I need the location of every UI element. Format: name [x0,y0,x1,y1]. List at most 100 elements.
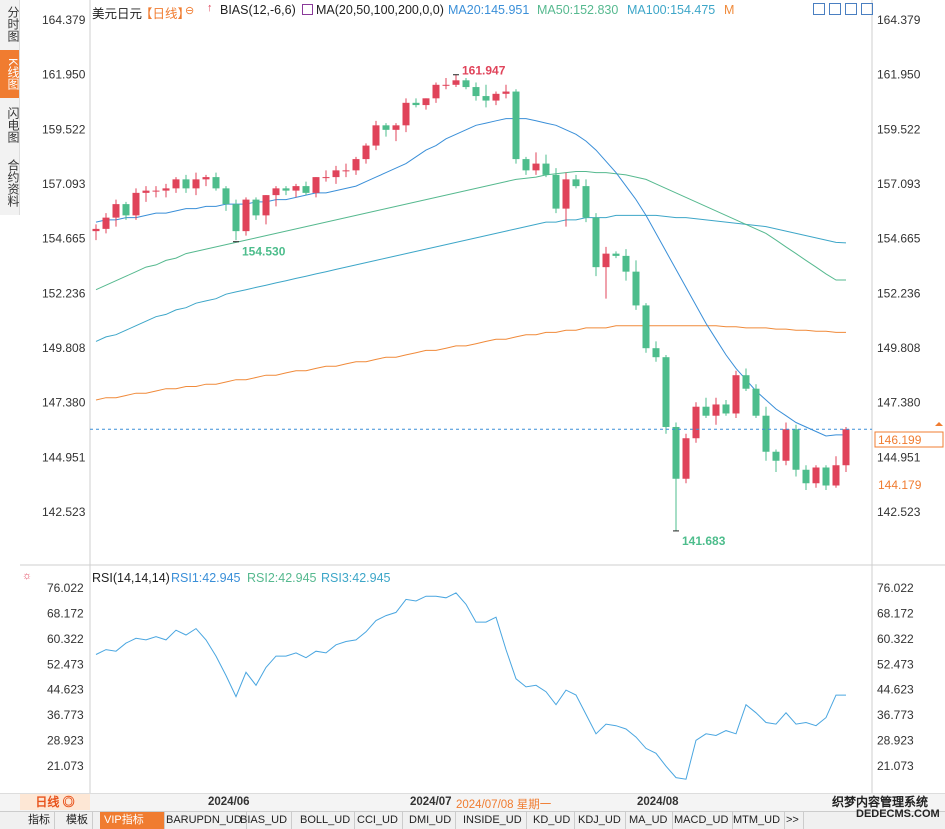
candle-body [692,406,700,439]
candle-body [612,253,620,256]
tab-kline[interactable]: K线图 [0,50,20,98]
fullscreen-icon[interactable] [861,3,873,15]
candle-body [822,467,830,486]
price-axis-label-left: 147.380 [42,396,86,410]
low-annotation-left: 154.530 [242,245,286,259]
price-axis-label-left: 144.951 [42,450,86,464]
price-axis-label-right: 152.236 [877,286,921,300]
candle-body [232,204,240,232]
ma-indicator-label[interactable]: MA(20,50,100,200,0,0) [316,3,444,17]
tab-flash-chart[interactable]: 闪电图 [6,107,20,143]
candle-body [352,159,360,171]
candle-body [152,190,160,192]
candle-body [772,451,780,461]
rsi-settings-icon[interactable]: ☼ [22,570,33,582]
tab-templates[interactable]: 模板 [62,812,93,829]
ma-toggle-icon[interactable] [302,4,313,15]
crosshair-icon[interactable] [813,3,825,15]
tab-barupdn[interactable]: BARUPDN_UD [162,812,247,829]
candle-body [172,179,180,189]
tab-cci[interactable]: CCI_UD [353,812,403,829]
high-annotation: 161.947 [462,64,506,78]
candle-body [122,204,130,216]
candle-body [512,91,520,160]
price-axis-label-left: 149.808 [42,341,86,355]
candle-body [502,91,510,94]
date-label-july: 2024/07 [410,796,452,808]
candle-body [682,438,690,479]
current-price-tag [874,431,944,448]
candle-body [572,179,580,187]
price-axis-label-left: 161.950 [42,68,86,82]
rsi-axis-label-left: 36.773 [47,708,84,722]
candle-body [582,186,590,218]
price-axis-label-left: 159.522 [42,122,86,136]
tab-kdj[interactable]: KDJ_UD [574,812,626,829]
lower-price-tag: 144.179 [878,478,922,492]
settings-icon[interactable]: ⊖ [185,5,195,17]
tab-more[interactable]: >> [782,812,804,829]
price-axis-label-right: 144.951 [877,450,921,464]
candle-body [102,217,110,229]
tab-vip-indicators[interactable]: VIP指标 [100,812,165,829]
zoom-out-icon[interactable] [845,3,857,15]
candle-body [282,188,290,191]
ma50-value: MA50:152.830 [537,3,619,17]
candle-body [552,174,560,209]
tab-boll[interactable]: BOLL_UD [296,812,356,829]
candle-body [242,199,250,232]
rsi-axis-label-right: 36.773 [877,708,914,722]
price-axis-label-right: 142.523 [877,505,921,519]
candle-body [192,179,200,189]
candle-body [782,429,790,461]
candle-body [672,426,680,479]
candle-body [292,186,300,191]
rsi-line [95,592,846,780]
bias-up-arrow-icon: ↑ [207,2,213,14]
candle-body [642,305,650,349]
candle-body [142,190,150,193]
candle-body [622,255,630,272]
tab-bias[interactable]: BIAS_UD [236,812,293,829]
watermark-line1: 织梦内容管理系统 [832,795,929,809]
date-label-june: 2024/06 [208,796,250,808]
tab-indicators[interactable]: 指标 [24,812,55,829]
zoom-in-icon[interactable] [829,3,841,15]
candle-body [212,177,220,189]
rsi2-value: RSI2:42.945 [247,571,317,585]
candle-body [602,253,610,268]
ma20-value: MA20:145.951 [448,3,530,17]
candle-body [262,195,270,216]
bias-indicator-label[interactable]: BIAS(12,-6,6) [220,3,296,17]
candle-body [252,199,260,216]
rsi-axis-label-left: 28.923 [47,734,84,748]
candle-body [522,159,530,171]
tab-dmi[interactable]: DMI_UD [405,812,457,829]
tab-timeshare[interactable]: 分时图 [6,6,20,42]
candle-body [472,87,480,97]
price-axis-label-left: 142.523 [42,505,86,519]
candle-body [392,125,400,130]
candle-body [732,375,740,414]
candle-body [402,102,410,126]
tab-mtm[interactable]: MTM_UD [729,812,786,829]
candle-body [532,163,540,171]
price-axis-label-right: 157.093 [877,177,921,191]
tab-contract-info[interactable]: 合约资料 [6,159,20,207]
candle-body [302,186,310,193]
rsi-indicator-label[interactable]: RSI(14,14,14) [92,571,170,585]
indicator-tab-bar: 指标 模板 VIP指标 BARUPDN_UD BIAS_UD BOLL_UD C… [0,811,945,829]
rsi-axis-label-right: 60.322 [877,632,914,646]
tab-inside[interactable]: INSIDE_UD [459,812,527,829]
tab-kd[interactable]: KD_UD [529,812,576,829]
period-label[interactable]: 【日线】 [140,7,191,21]
candle-body [202,177,210,180]
candle-body [562,179,570,209]
period-selector[interactable]: 日线 ◎ [20,794,90,810]
tab-macd[interactable]: MACD_UD [670,812,734,829]
candle-body [322,177,330,179]
rsi-axis-label-right: 44.623 [877,683,914,697]
tab-ma[interactable]: MA_UD [625,812,673,829]
candle-body [492,93,500,101]
